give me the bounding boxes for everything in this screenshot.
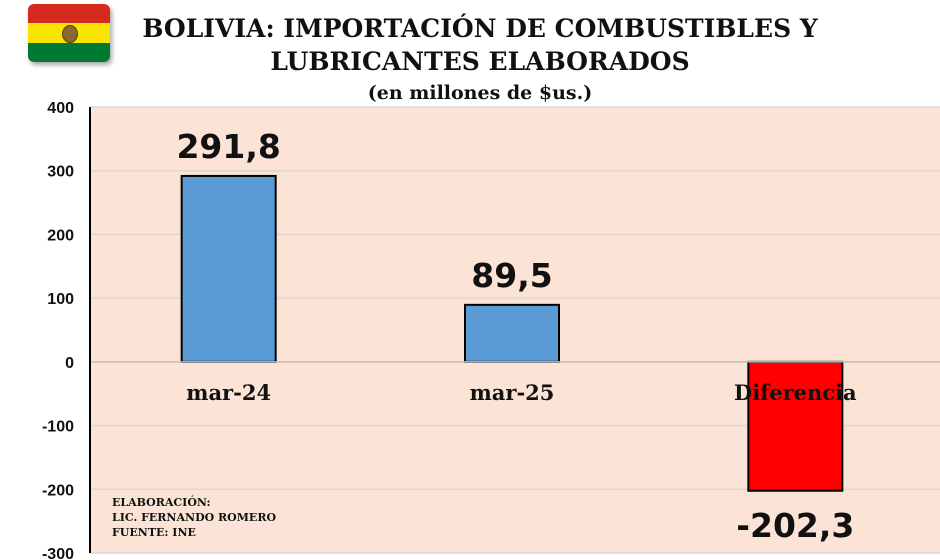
category-label: mar-24: [186, 380, 271, 405]
flag-stripe-red: [28, 4, 110, 24]
y-tick-label: 200: [47, 227, 74, 244]
bar: [464, 303, 560, 363]
credits: ELABORACIÓN: LIC. FERNANDO ROMERO FUENTE…: [112, 495, 276, 540]
data-label: 89,5: [471, 256, 552, 295]
coat-of-arms-icon: [62, 25, 78, 43]
bar: [180, 174, 277, 363]
credits-line2: LIC. FERNANDO ROMERO: [112, 511, 277, 524]
chart-subtitle: (en millones de $us.): [367, 82, 593, 104]
chart-title-line2: LUBRICANTES ELABORADOS: [270, 47, 690, 76]
flag-stripe-green: [28, 42, 110, 62]
data-label: -202,3: [736, 506, 854, 545]
category-label: Diferencia: [734, 380, 857, 405]
y-tick-label: -300: [42, 546, 74, 560]
chart-title-line1: BOLIVIA: IMPORTACIÓN DE COMBUSTIBLES Y: [142, 14, 818, 43]
y-tick-label: 100: [47, 291, 74, 308]
y-tick-label: -200: [42, 482, 74, 499]
chart-title: BOLIVIA: IMPORTACIÓN DE COMBUSTIBLES Y L…: [120, 12, 840, 78]
credits-line3: FUENTE: INE: [112, 526, 196, 539]
y-tick-label: -100: [42, 419, 74, 436]
y-tick-label: 0: [65, 355, 74, 372]
category-label: mar-25: [470, 380, 555, 405]
y-tick-label: 300: [47, 164, 74, 181]
credits-line1: ELABORACIÓN:: [112, 496, 211, 509]
bolivia-flag-icon: [28, 4, 110, 62]
y-tick-label: 400: [47, 100, 74, 117]
data-label: 291,8: [176, 127, 280, 166]
